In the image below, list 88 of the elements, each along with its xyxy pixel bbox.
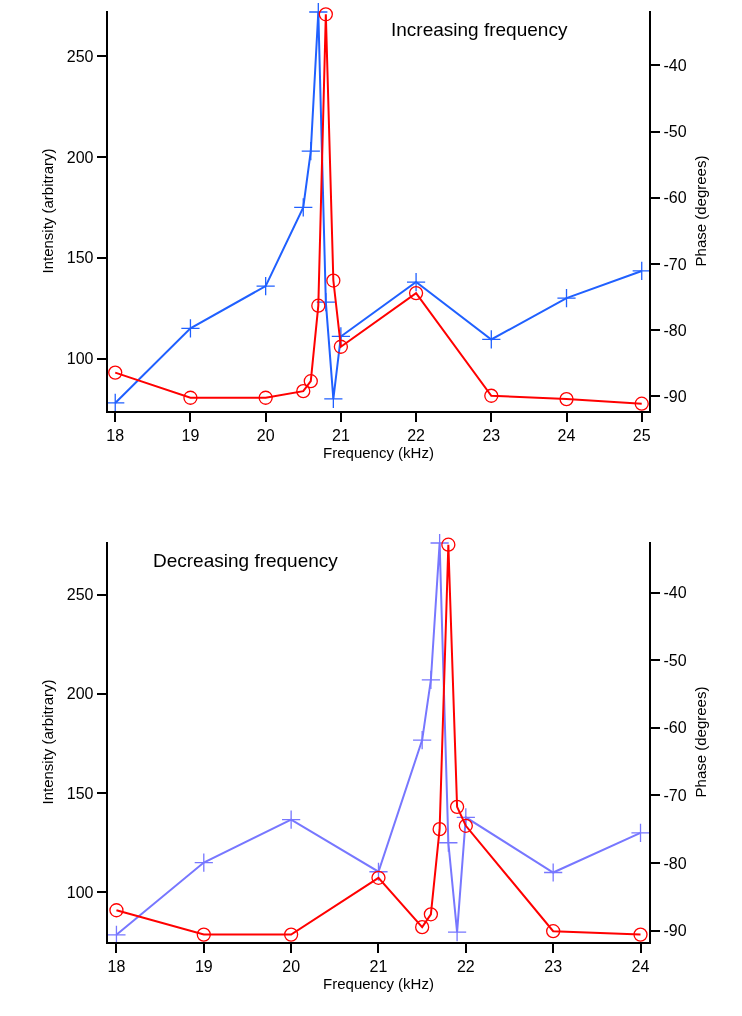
point: [432, 822, 447, 837]
point: [183, 390, 198, 405]
x-tick-label: 18: [106, 427, 125, 445]
x-tick-label: 22: [407, 427, 426, 445]
point: [301, 141, 321, 161]
y-tick-label: 150: [66, 249, 94, 267]
y2-tick-label: -60: [663, 189, 687, 207]
point: [546, 924, 561, 939]
y2-tick-label: -60: [663, 719, 687, 737]
y2-tick-label: -50: [663, 123, 687, 141]
point: [634, 396, 649, 411]
point: [281, 809, 301, 830]
point: [371, 870, 386, 885]
point: [311, 298, 326, 313]
x-tick-label: 24: [631, 958, 650, 976]
point: [630, 823, 651, 843]
point: [258, 390, 273, 405]
y2-axis-title: Phase (degrees): [692, 155, 710, 267]
point: [429, 533, 450, 553]
y-tick-label: 150: [66, 784, 94, 802]
point: [458, 818, 473, 833]
point: [283, 927, 299, 942]
y-tick-label: 250: [66, 47, 94, 65]
point: [631, 261, 652, 281]
point: [633, 927, 648, 942]
point: [556, 288, 577, 308]
point: [331, 326, 351, 347]
y-tick-label: 100: [66, 350, 94, 368]
y-axis-title: Intensity (arbitrary): [38, 148, 56, 274]
point: [368, 861, 389, 882]
x-tick-label: 25: [632, 427, 651, 445]
x-tick-label: 19: [194, 958, 213, 976]
point: [333, 339, 349, 354]
y2-tick-label: -70: [663, 786, 687, 804]
y-tick-label: 200: [66, 685, 94, 703]
x-tick-label: 24: [557, 427, 576, 445]
x-axis-title: Frequency (kHz): [323, 975, 434, 993]
x-tick-label: 23: [544, 958, 563, 976]
y-axis-title: Intensity (arbitrary): [38, 679, 56, 805]
point: [316, 292, 336, 312]
point: [105, 393, 125, 413]
point: [296, 383, 311, 399]
point: [449, 799, 465, 814]
point: [109, 903, 124, 918]
point: [406, 272, 426, 292]
x-tick-label: 21: [331, 427, 350, 445]
point: [423, 907, 439, 922]
point: [408, 285, 424, 301]
point: [194, 852, 214, 873]
point: [293, 197, 314, 218]
y2-tick-label: -80: [663, 321, 687, 339]
y-tick-label: 250: [66, 586, 94, 604]
point: [441, 537, 456, 552]
point: [180, 318, 201, 339]
x-tick-label: 23: [482, 427, 501, 445]
point: [421, 670, 441, 690]
point: [255, 276, 276, 296]
point: [196, 927, 211, 942]
point: [318, 7, 333, 22]
x-tick-label: 20: [282, 958, 301, 976]
y2-tick-label: -80: [663, 854, 687, 872]
y2-tick-label: -40: [663, 584, 687, 602]
chart-title: Decreasing frequency: [153, 550, 339, 571]
y-tick-label: 200: [66, 148, 94, 166]
x-tick-label: 22: [456, 958, 475, 976]
y-tick-label: 100: [66, 883, 94, 901]
point: [303, 374, 318, 389]
x-tick-label: 21: [369, 958, 388, 976]
point: [415, 919, 430, 935]
y2-axis-title: Phase (degrees): [692, 686, 710, 798]
x-axis-title: Frequency (kHz): [323, 444, 434, 462]
y2-tick-label: -90: [663, 922, 687, 940]
y2-tick-label: -90: [663, 388, 687, 406]
point: [559, 391, 574, 407]
x-tick-label: 18: [107, 958, 126, 976]
point: [481, 329, 502, 350]
y2-tick-label: -70: [663, 255, 687, 273]
point: [326, 273, 341, 288]
chart-title: Increasing frequency: [391, 19, 568, 40]
point: [106, 925, 127, 945]
point: [543, 862, 563, 883]
point: [108, 365, 123, 380]
x-tick-label: 19: [181, 427, 200, 445]
point: [484, 388, 499, 403]
x-tick-label: 20: [256, 427, 275, 445]
y2-tick-label: -50: [663, 651, 687, 669]
y2-tick-label: -40: [663, 56, 687, 74]
point: [412, 730, 432, 750]
